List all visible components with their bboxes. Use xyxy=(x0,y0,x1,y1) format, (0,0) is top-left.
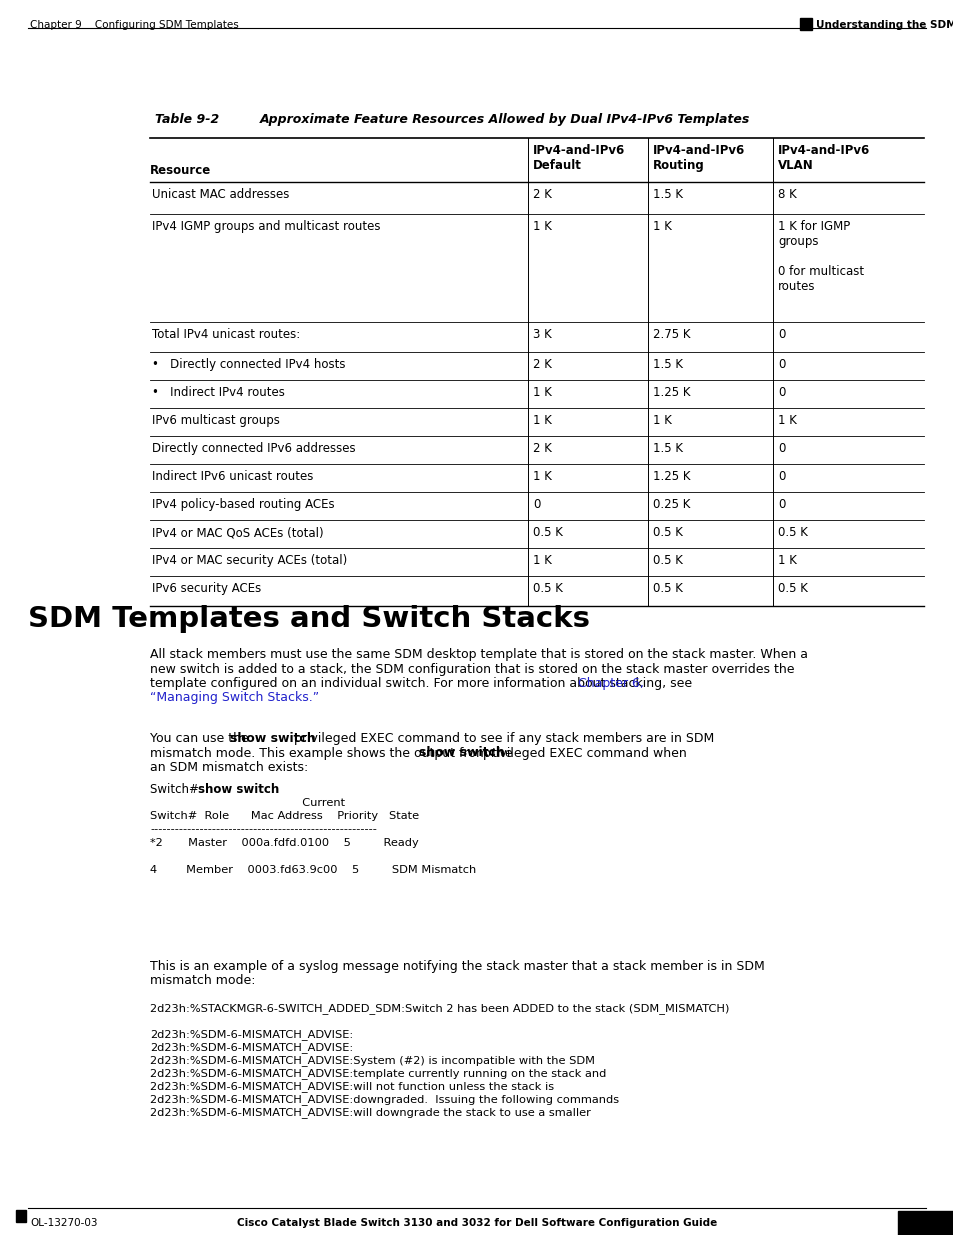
Text: mismatch mode. This example shows the output from the: mismatch mode. This example shows the ou… xyxy=(150,746,517,760)
Text: template configured on an individual switch. For more information about stacking: template configured on an individual swi… xyxy=(150,677,696,690)
Text: 0.5 K: 0.5 K xyxy=(778,526,807,538)
Text: 9-3: 9-3 xyxy=(913,1225,937,1235)
Text: IPv4 IGMP groups and multicast routes: IPv4 IGMP groups and multicast routes xyxy=(152,220,380,233)
Text: 0.5 K: 0.5 K xyxy=(652,526,682,538)
Text: 2.75 K: 2.75 K xyxy=(652,329,690,341)
Text: Chapter 6,: Chapter 6, xyxy=(578,677,643,690)
Text: 1 K: 1 K xyxy=(533,555,551,567)
Text: 0: 0 xyxy=(778,387,784,399)
Text: 2d23h:%SDM-6-MISMATCH_ADVISE:will not function unless the stack is: 2d23h:%SDM-6-MISMATCH_ADVISE:will not fu… xyxy=(150,1081,554,1092)
Text: IPv4-and-IPv6
Default: IPv4-and-IPv6 Default xyxy=(533,144,624,172)
Text: 0.25 K: 0.25 K xyxy=(652,498,690,511)
Text: 2 K: 2 K xyxy=(533,188,551,201)
Text: Resource: Resource xyxy=(150,164,211,177)
Text: show switch: show switch xyxy=(198,783,279,797)
Text: 0: 0 xyxy=(778,442,784,454)
Text: IPv4-and-IPv6
VLAN: IPv4-and-IPv6 VLAN xyxy=(778,144,869,172)
Text: IPv6 multicast groups: IPv6 multicast groups xyxy=(152,414,279,427)
Text: Chapter 9    Configuring SDM Templates: Chapter 9 Configuring SDM Templates xyxy=(30,20,238,30)
Text: 0: 0 xyxy=(533,498,539,511)
Text: Cisco Catalyst Blade Switch 3130 and 3032 for Dell Software Configuration Guide: Cisco Catalyst Blade Switch 3130 and 303… xyxy=(236,1218,717,1228)
Text: 1 K: 1 K xyxy=(533,387,551,399)
Text: show switch: show switch xyxy=(418,746,504,760)
Text: mismatch mode:: mismatch mode: xyxy=(150,974,255,988)
Text: 0: 0 xyxy=(778,471,784,483)
Text: •   Directly connected IPv4 hosts: • Directly connected IPv4 hosts xyxy=(152,358,345,370)
Text: an SDM mismatch exists:: an SDM mismatch exists: xyxy=(150,761,308,774)
Text: You can use the: You can use the xyxy=(150,732,253,745)
Text: 3 K: 3 K xyxy=(533,329,551,341)
Text: Current: Current xyxy=(150,798,345,808)
Text: Unicast MAC addresses: Unicast MAC addresses xyxy=(152,188,289,201)
Text: 0.5 K: 0.5 K xyxy=(533,526,562,538)
Text: Switch#: Switch# xyxy=(150,783,202,797)
Text: SDM Templates and Switch Stacks: SDM Templates and Switch Stacks xyxy=(28,605,589,634)
Text: Switch#  Role      Mac Address    Priority   State: Switch# Role Mac Address Priority State xyxy=(150,811,418,821)
Text: 2d23h:%SDM-6-MISMATCH_ADVISE:: 2d23h:%SDM-6-MISMATCH_ADVISE: xyxy=(150,1029,353,1040)
Text: 4        Member    0003.fd63.9c00    5         SDM Mismatch: 4 Member 0003.fd63.9c00 5 SDM Mismatch xyxy=(150,864,476,876)
Text: 1 K: 1 K xyxy=(652,414,671,427)
Text: 2d23h:%SDM-6-MISMATCH_ADVISE:downgraded.  Issuing the following commands: 2d23h:%SDM-6-MISMATCH_ADVISE:downgraded.… xyxy=(150,1094,618,1105)
Text: 1.5 K: 1.5 K xyxy=(652,358,682,370)
Text: 1.5 K: 1.5 K xyxy=(652,188,682,201)
Text: IPv4 policy-based routing ACEs: IPv4 policy-based routing ACEs xyxy=(152,498,335,511)
Text: 1 K: 1 K xyxy=(778,555,796,567)
Text: privileged EXEC command when: privileged EXEC command when xyxy=(478,746,686,760)
Text: -------------------------------------------------------: ----------------------------------------… xyxy=(150,825,376,835)
Text: Directly connected IPv6 addresses: Directly connected IPv6 addresses xyxy=(152,442,355,454)
Text: •   Indirect IPv4 routes: • Indirect IPv4 routes xyxy=(152,387,285,399)
Text: 0.5 K: 0.5 K xyxy=(652,555,682,567)
Text: OL-13270-03: OL-13270-03 xyxy=(30,1218,97,1228)
Text: 1.25 K: 1.25 K xyxy=(652,471,690,483)
Text: *2       Master    000a.fdfd.0100    5         Ready: *2 Master 000a.fdfd.0100 5 Ready xyxy=(150,839,418,848)
Text: 2 K: 2 K xyxy=(533,442,551,454)
Text: This is an example of a syslog message notifying the stack master that a stack m: This is an example of a syslog message n… xyxy=(150,960,764,973)
Text: 1 K: 1 K xyxy=(533,471,551,483)
Text: 8 K: 8 K xyxy=(778,188,796,201)
Text: 2d23h:%STACKMGR-6-SWITCH_ADDED_SDM:Switch 2 has been ADDED to the stack (SDM_MIS: 2d23h:%STACKMGR-6-SWITCH_ADDED_SDM:Switc… xyxy=(150,1003,729,1014)
Text: 0.5 K: 0.5 K xyxy=(533,582,562,595)
Text: 1 K for IGMP
groups

0 for multicast
routes: 1 K for IGMP groups 0 for multicast rout… xyxy=(778,220,863,293)
Text: 2d23h:%SDM-6-MISMATCH_ADVISE:will downgrade the stack to use a smaller: 2d23h:%SDM-6-MISMATCH_ADVISE:will downgr… xyxy=(150,1107,590,1118)
Text: 0: 0 xyxy=(778,498,784,511)
Text: 2d23h:%SDM-6-MISMATCH_ADVISE:System (#2) is incompatible with the SDM: 2d23h:%SDM-6-MISMATCH_ADVISE:System (#2)… xyxy=(150,1055,595,1066)
Text: 2d23h:%SDM-6-MISMATCH_ADVISE:: 2d23h:%SDM-6-MISMATCH_ADVISE: xyxy=(150,1042,353,1053)
Text: All stack members must use the same SDM desktop template that is stored on the s: All stack members must use the same SDM … xyxy=(150,648,807,661)
Text: show switch: show switch xyxy=(230,732,315,745)
Text: Understanding the SDM Templates: Understanding the SDM Templates xyxy=(815,20,953,30)
Text: 1.25 K: 1.25 K xyxy=(652,387,690,399)
Text: IPv6 security ACEs: IPv6 security ACEs xyxy=(152,582,261,595)
Text: 1 K: 1 K xyxy=(533,220,551,233)
Bar xyxy=(800,19,811,30)
Bar xyxy=(897,1212,953,1235)
Text: 2 K: 2 K xyxy=(533,358,551,370)
Text: Table 9-2: Table 9-2 xyxy=(154,112,219,126)
Text: 2d23h:%SDM-6-MISMATCH_ADVISE:template currently running on the stack and: 2d23h:%SDM-6-MISMATCH_ADVISE:template cu… xyxy=(150,1068,606,1079)
Text: Approximate Feature Resources Allowed by Dual IPv4-IPv6 Templates: Approximate Feature Resources Allowed by… xyxy=(260,112,750,126)
Text: “Managing Switch Stacks.”: “Managing Switch Stacks.” xyxy=(150,692,319,704)
Text: Total IPv4 unicast routes:: Total IPv4 unicast routes: xyxy=(152,329,300,341)
Text: privileged EXEC command to see if any stack members are in SDM: privileged EXEC command to see if any st… xyxy=(290,732,713,745)
Text: new switch is added to a stack, the SDM configuration that is stored on the stac: new switch is added to a stack, the SDM … xyxy=(150,662,794,676)
Text: Indirect IPv6 unicast routes: Indirect IPv6 unicast routes xyxy=(152,471,313,483)
Text: 1 K: 1 K xyxy=(652,220,671,233)
Text: 0: 0 xyxy=(778,329,784,341)
Text: IPv4 or MAC QoS ACEs (total): IPv4 or MAC QoS ACEs (total) xyxy=(152,526,323,538)
Text: 1 K: 1 K xyxy=(778,414,796,427)
Text: 0.5 K: 0.5 K xyxy=(652,582,682,595)
Bar xyxy=(16,1210,26,1221)
Text: 1 K: 1 K xyxy=(533,414,551,427)
Text: 1.5 K: 1.5 K xyxy=(652,442,682,454)
Text: IPv4 or MAC security ACEs (total): IPv4 or MAC security ACEs (total) xyxy=(152,555,347,567)
Text: IPv4-and-IPv6
Routing: IPv4-and-IPv6 Routing xyxy=(652,144,744,172)
Text: 0: 0 xyxy=(778,358,784,370)
Text: 0.5 K: 0.5 K xyxy=(778,582,807,595)
